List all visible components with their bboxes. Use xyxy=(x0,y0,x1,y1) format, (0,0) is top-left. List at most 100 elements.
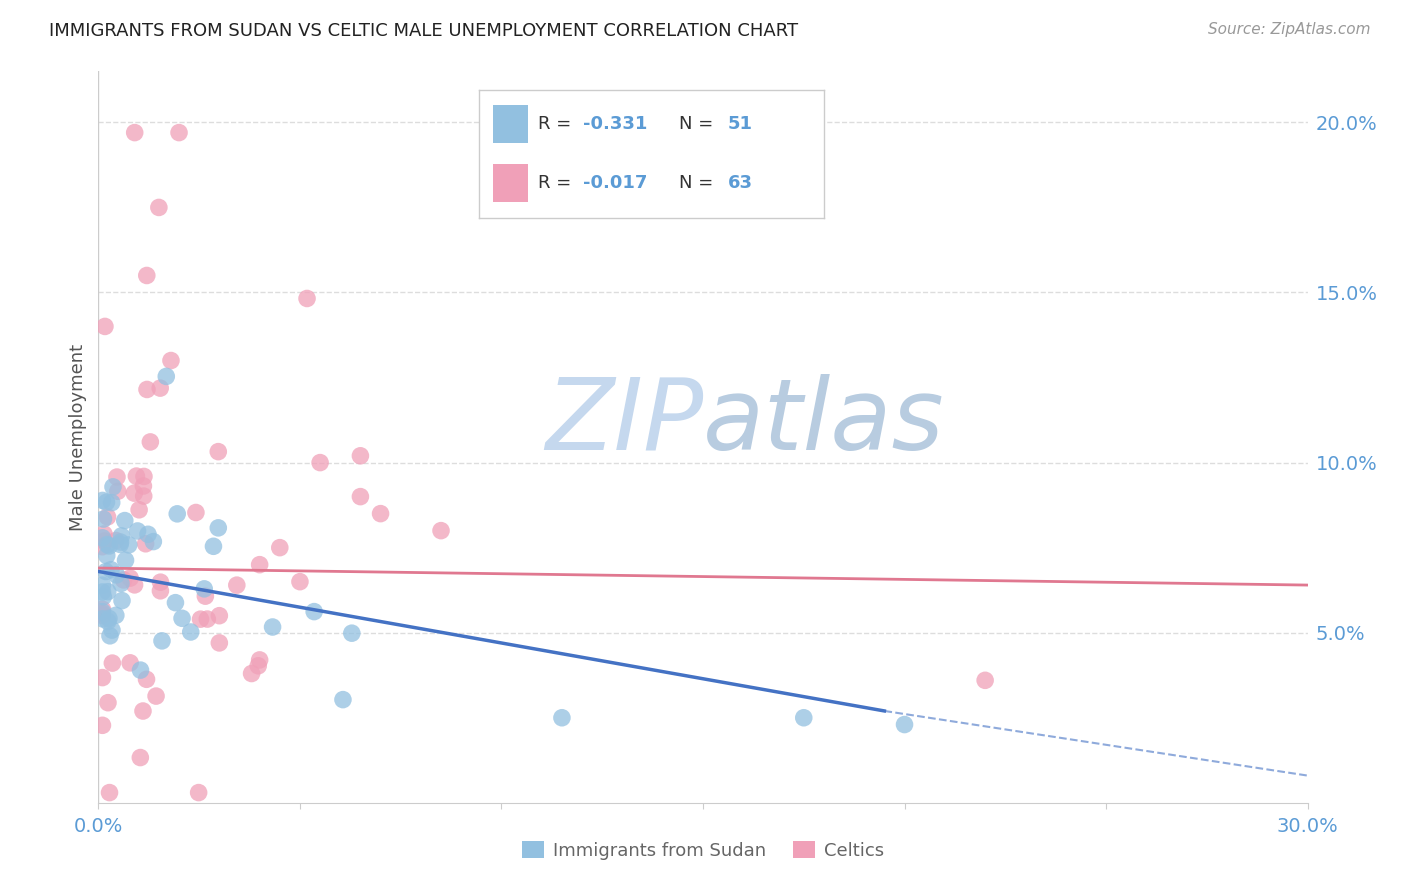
Text: atlas: atlas xyxy=(703,374,945,471)
Point xyxy=(180,625,202,640)
Point xyxy=(793,711,815,725)
Point xyxy=(249,558,271,572)
Point xyxy=(202,539,225,553)
Point xyxy=(269,541,291,555)
Point xyxy=(93,533,115,548)
Point xyxy=(142,534,165,549)
Point xyxy=(114,514,136,528)
Point xyxy=(111,593,134,607)
Point xyxy=(91,578,114,592)
Point xyxy=(240,666,263,681)
Point xyxy=(91,590,114,604)
Point xyxy=(139,434,162,449)
Point xyxy=(132,479,155,493)
Point xyxy=(150,633,173,648)
Point xyxy=(262,620,284,634)
Point xyxy=(302,605,325,619)
Text: ZIP: ZIP xyxy=(544,374,703,471)
Point xyxy=(194,589,217,603)
Point xyxy=(145,689,167,703)
Point xyxy=(349,490,371,504)
Point xyxy=(114,553,136,567)
Point xyxy=(551,711,574,725)
Y-axis label: Male Unemployment: Male Unemployment xyxy=(69,343,87,531)
Point xyxy=(128,503,150,517)
Point xyxy=(112,573,135,587)
Point xyxy=(190,612,212,626)
Point xyxy=(96,509,118,524)
Point xyxy=(124,578,146,592)
Point xyxy=(136,527,159,541)
Point xyxy=(105,567,128,582)
Point xyxy=(132,489,155,503)
Point xyxy=(974,673,997,688)
Point xyxy=(127,524,149,538)
Point xyxy=(207,521,229,535)
Point xyxy=(195,612,218,626)
Point xyxy=(105,470,128,484)
Point xyxy=(108,537,131,551)
Point xyxy=(91,531,114,545)
Point xyxy=(135,673,157,687)
Point xyxy=(94,319,117,334)
Point xyxy=(91,607,114,621)
Point xyxy=(129,750,152,764)
Point xyxy=(91,605,114,619)
Point xyxy=(332,692,354,706)
Point xyxy=(160,353,183,368)
Point xyxy=(155,369,177,384)
Point xyxy=(96,538,118,552)
Point xyxy=(295,292,318,306)
Point xyxy=(149,575,172,590)
Point xyxy=(208,636,231,650)
Point xyxy=(120,571,142,585)
Text: IMMIGRANTS FROM SUDAN VS CELTIC MALE UNEMPLOYMENT CORRELATION CHART: IMMIGRANTS FROM SUDAN VS CELTIC MALE UNE… xyxy=(49,22,799,40)
Point xyxy=(91,612,114,626)
Point xyxy=(148,201,170,215)
Point xyxy=(94,565,117,579)
Point xyxy=(110,576,132,591)
Point xyxy=(167,126,190,140)
Point xyxy=(97,611,120,625)
Point xyxy=(100,563,122,577)
Point xyxy=(96,549,118,563)
Point xyxy=(124,126,146,140)
Point xyxy=(101,480,124,494)
Point xyxy=(135,537,157,551)
Point xyxy=(165,596,187,610)
Point xyxy=(129,663,152,677)
Point xyxy=(91,585,114,599)
Point xyxy=(120,656,142,670)
Point xyxy=(91,602,114,616)
Point xyxy=(208,608,231,623)
Point xyxy=(104,608,127,623)
Point xyxy=(96,495,118,509)
Point xyxy=(110,535,132,549)
Point xyxy=(97,696,120,710)
Point xyxy=(91,493,114,508)
Point xyxy=(247,658,270,673)
Point xyxy=(166,507,188,521)
Point xyxy=(91,608,114,623)
Point xyxy=(93,527,115,541)
Legend: Immigrants from Sudan, Celtics: Immigrants from Sudan, Celtics xyxy=(515,834,891,867)
Point xyxy=(370,507,392,521)
Point xyxy=(309,456,332,470)
Point xyxy=(98,629,121,643)
Point xyxy=(100,496,122,510)
Point xyxy=(91,540,114,554)
Point xyxy=(170,611,193,625)
Point xyxy=(98,539,121,553)
Point xyxy=(430,524,453,538)
Point xyxy=(149,381,172,395)
Point xyxy=(97,584,120,599)
Point xyxy=(349,449,371,463)
Point xyxy=(207,444,229,458)
Point xyxy=(125,469,148,483)
Point xyxy=(91,718,114,732)
Point xyxy=(225,578,247,592)
Point xyxy=(187,786,209,800)
Point xyxy=(249,653,271,667)
Point xyxy=(193,582,215,596)
Point xyxy=(105,533,128,548)
